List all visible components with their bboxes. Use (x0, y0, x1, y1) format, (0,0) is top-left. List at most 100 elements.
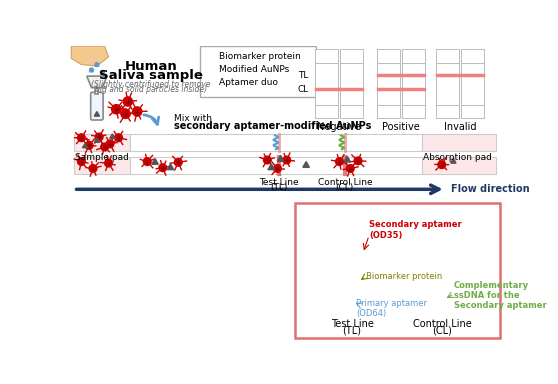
Circle shape (121, 109, 130, 118)
Polygon shape (83, 143, 88, 148)
Ellipse shape (89, 68, 93, 72)
Polygon shape (94, 138, 99, 142)
Polygon shape (167, 164, 174, 170)
Text: Test Line: Test Line (259, 178, 299, 187)
Polygon shape (303, 162, 310, 167)
FancyBboxPatch shape (402, 63, 426, 104)
Circle shape (78, 158, 85, 166)
Circle shape (159, 164, 167, 172)
FancyBboxPatch shape (422, 157, 496, 174)
Circle shape (112, 104, 121, 114)
Circle shape (143, 158, 151, 166)
Polygon shape (268, 164, 275, 170)
Polygon shape (110, 134, 115, 139)
Polygon shape (89, 68, 94, 72)
Ellipse shape (100, 70, 104, 74)
Text: Primary aptamer
(OD64): Primary aptamer (OD64) (356, 299, 427, 318)
Circle shape (106, 140, 114, 148)
Text: (CL): (CL) (336, 183, 354, 192)
Polygon shape (152, 159, 158, 164)
Polygon shape (94, 63, 99, 67)
FancyBboxPatch shape (130, 134, 422, 151)
FancyBboxPatch shape (402, 104, 426, 118)
Text: Test Line: Test Line (330, 319, 373, 329)
Circle shape (347, 165, 354, 172)
Text: Mix with: Mix with (174, 114, 213, 123)
Polygon shape (99, 71, 105, 74)
Circle shape (263, 156, 271, 164)
Text: (TL): (TL) (343, 325, 362, 335)
FancyBboxPatch shape (340, 63, 363, 104)
FancyBboxPatch shape (436, 104, 459, 118)
FancyBboxPatch shape (74, 157, 130, 174)
Circle shape (206, 65, 214, 73)
Text: Negative: Negative (317, 122, 361, 132)
FancyBboxPatch shape (402, 49, 426, 63)
Circle shape (438, 161, 446, 169)
Circle shape (335, 158, 343, 166)
Text: Control Line: Control Line (413, 319, 472, 329)
FancyBboxPatch shape (315, 63, 338, 104)
Circle shape (123, 97, 133, 106)
FancyBboxPatch shape (74, 134, 130, 151)
FancyBboxPatch shape (340, 104, 363, 118)
Polygon shape (347, 278, 355, 285)
Text: Modified AuNPs: Modified AuNPs (219, 65, 290, 74)
Circle shape (105, 159, 112, 167)
Text: Positive: Positive (382, 122, 420, 132)
Text: CL: CL (297, 85, 309, 94)
Text: (Slightly centrifuged to remove: (Slightly centrifuged to remove (92, 80, 211, 89)
Polygon shape (71, 46, 108, 66)
Circle shape (273, 165, 281, 172)
Text: secondary aptamer-modified AuNPs: secondary aptamer-modified AuNPs (174, 121, 372, 131)
Text: TL: TL (298, 71, 309, 80)
Circle shape (133, 107, 142, 116)
FancyBboxPatch shape (90, 92, 103, 120)
FancyBboxPatch shape (340, 49, 363, 63)
Polygon shape (451, 159, 456, 163)
Text: Aptamer duo: Aptamer duo (219, 78, 278, 87)
FancyBboxPatch shape (461, 49, 484, 63)
FancyBboxPatch shape (377, 63, 400, 104)
FancyBboxPatch shape (436, 63, 459, 104)
Text: (CL): (CL) (432, 325, 453, 335)
Text: Sample pad: Sample pad (75, 153, 129, 162)
Text: Human: Human (125, 60, 177, 73)
FancyBboxPatch shape (315, 104, 338, 118)
Circle shape (348, 257, 364, 273)
Text: Biomarker protein: Biomarker protein (219, 52, 301, 61)
FancyBboxPatch shape (200, 46, 316, 97)
FancyBboxPatch shape (377, 104, 400, 118)
Polygon shape (277, 156, 284, 161)
Text: Complementary
ssDNA for the
Secondary aptamer: Complementary ssDNA for the Secondary ap… (454, 281, 547, 310)
Circle shape (95, 133, 103, 141)
FancyBboxPatch shape (461, 104, 484, 118)
Circle shape (283, 156, 291, 164)
Text: Control Line: Control Line (318, 178, 372, 187)
FancyBboxPatch shape (130, 157, 422, 174)
Circle shape (174, 159, 182, 166)
Circle shape (78, 134, 85, 142)
Text: big and solid particles inside): big and solid particles inside) (95, 86, 207, 94)
Text: Biomarker protein: Biomarker protein (366, 272, 442, 281)
Circle shape (439, 257, 454, 273)
Circle shape (354, 157, 362, 165)
Circle shape (101, 143, 108, 151)
Ellipse shape (95, 63, 99, 66)
Text: Absorption pad: Absorption pad (423, 153, 492, 162)
Circle shape (85, 142, 93, 149)
Text: Flow direction: Flow direction (451, 184, 530, 194)
Text: Saliva sample: Saliva sample (99, 69, 203, 82)
Text: Secondary aptamer
(OD35): Secondary aptamer (OD35) (369, 220, 462, 240)
Text: Invalid: Invalid (444, 122, 476, 132)
Circle shape (89, 165, 97, 172)
Polygon shape (95, 88, 98, 94)
Polygon shape (87, 76, 107, 88)
Polygon shape (344, 156, 350, 162)
Polygon shape (94, 111, 99, 116)
FancyBboxPatch shape (377, 49, 400, 63)
FancyBboxPatch shape (461, 63, 484, 104)
Circle shape (115, 134, 122, 142)
Polygon shape (206, 52, 214, 59)
FancyArrowPatch shape (144, 115, 158, 124)
